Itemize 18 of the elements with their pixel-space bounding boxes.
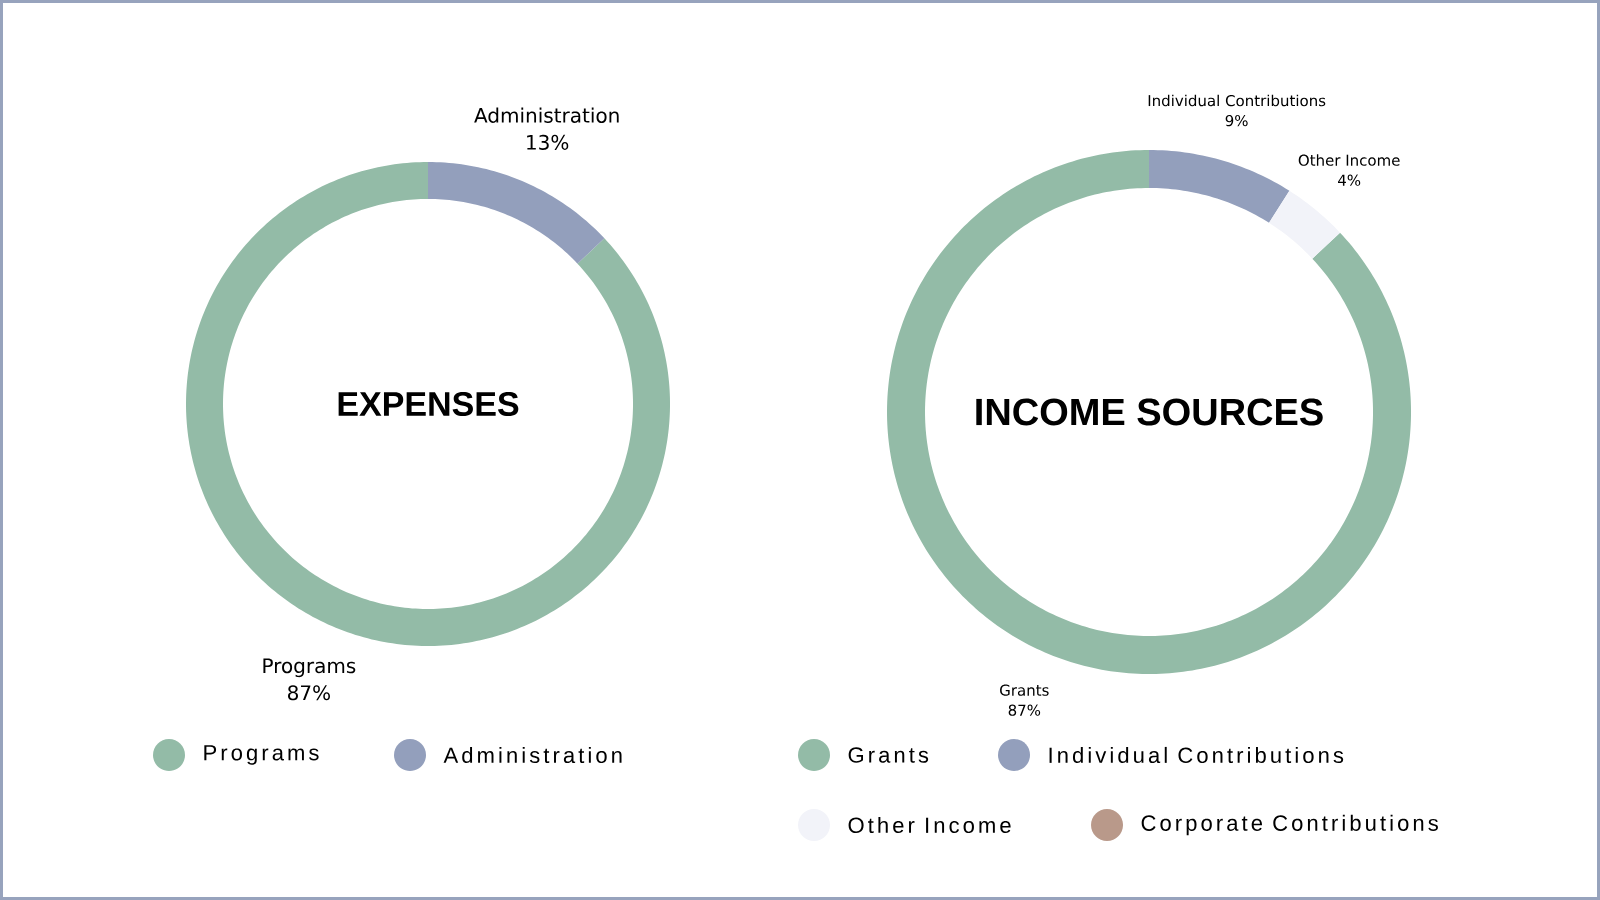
- legend-label: Grants: [848, 747, 929, 763]
- slice-label: Administration: [474, 107, 619, 123]
- slice-label: Other Income: [1298, 154, 1400, 166]
- text: INCOME SOURCES: [976, 398, 1323, 426]
- text: EXPENSES: [338, 391, 519, 417]
- slice-label: Grants: [1000, 684, 1049, 696]
- legend-label: Administration: [443, 746, 622, 764]
- data-label: 87%: [288, 685, 330, 701]
- data-label: 9%: [1225, 114, 1248, 127]
- data-label: 13%: [527, 134, 569, 150]
- legend-label: Programs: [204, 745, 319, 765]
- data-label: 4%: [1338, 174, 1361, 186]
- slice-label: Programs: [263, 658, 356, 678]
- data-label: 87%: [1008, 704, 1041, 716]
- slice-label: Individual Contributions: [1148, 94, 1326, 107]
- legend-label: Individual Contributions: [1049, 746, 1344, 764]
- legend-label: Corporate Contributions: [1141, 814, 1438, 836]
- legend-label: Other Income: [848, 816, 1011, 834]
